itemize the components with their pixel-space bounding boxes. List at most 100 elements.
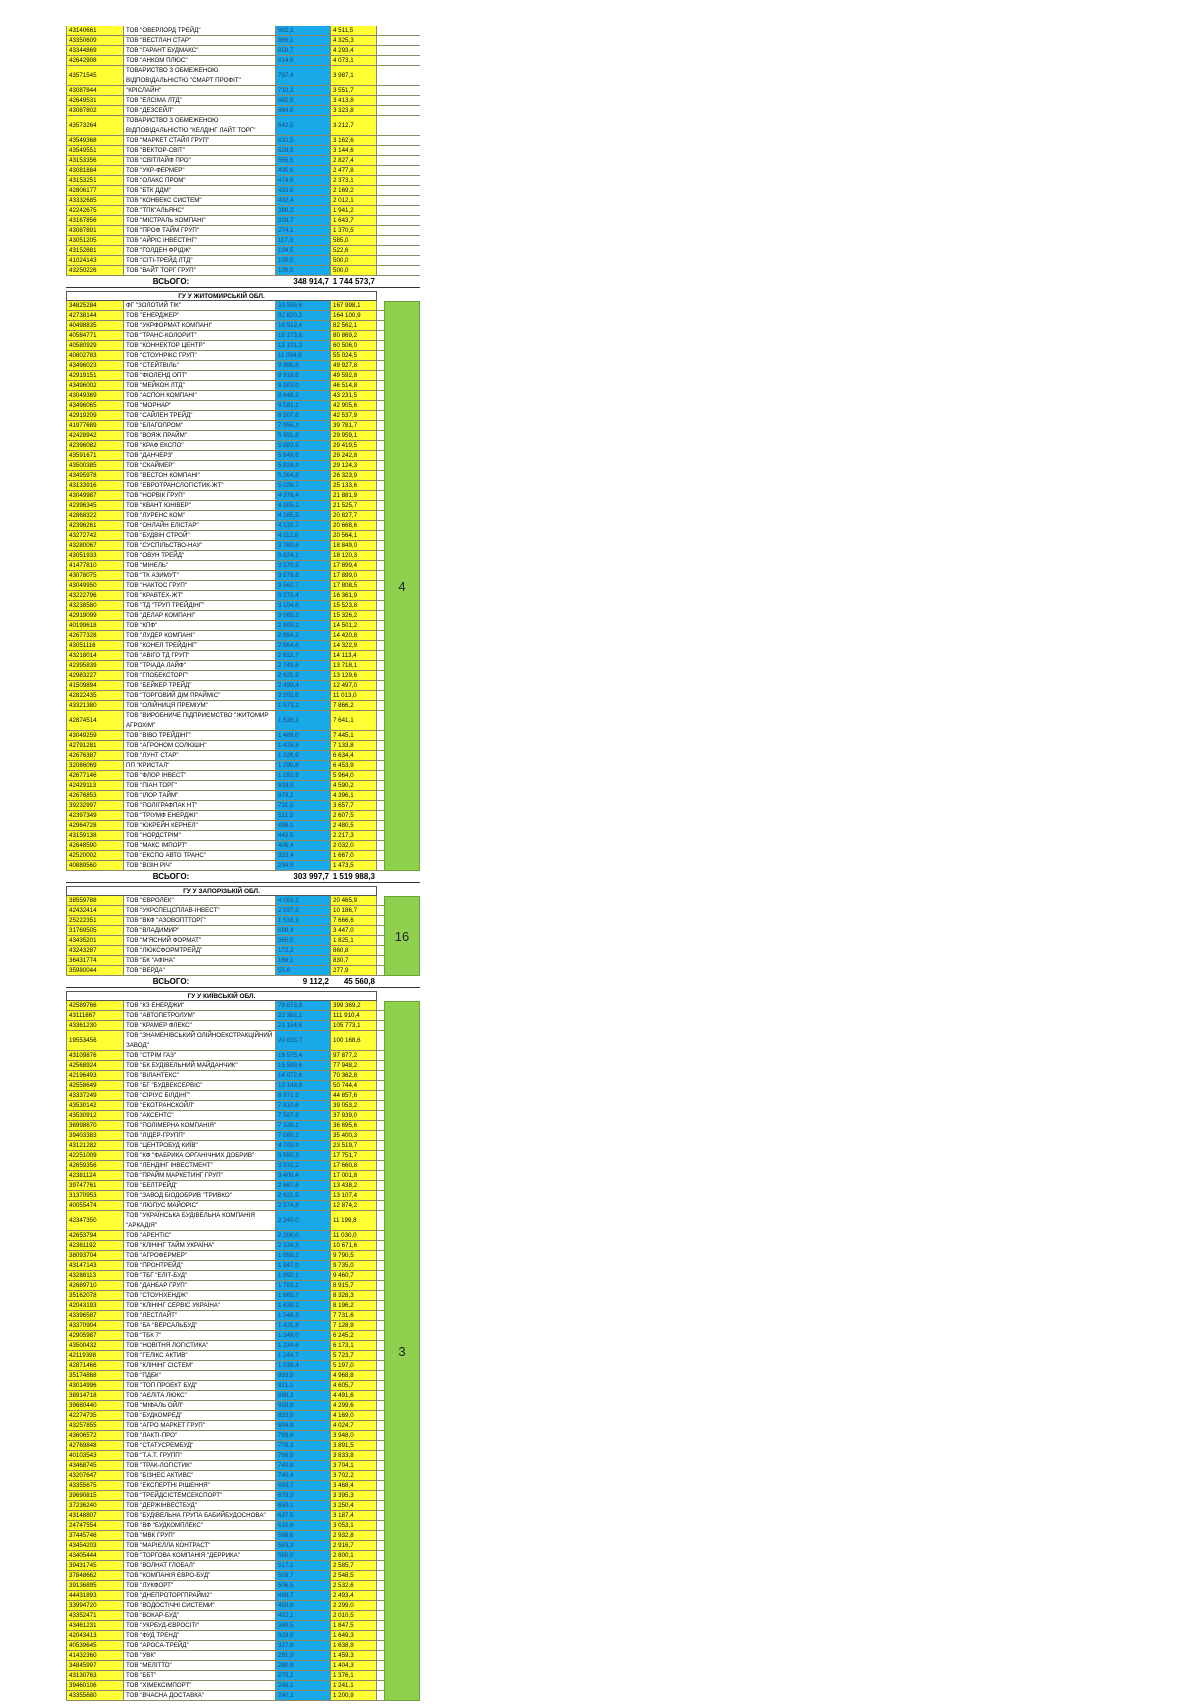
table-row: 43130763 ТОВ "ББТ" 275,2 1 376,1 — [66, 1671, 420, 1681]
amount-cell: 6 453,9 — [331, 761, 377, 770]
value-cell: 104,5 — [276, 246, 331, 255]
code-cell: 43344869 — [66, 46, 124, 55]
code-cell: 43549368 — [66, 136, 124, 145]
amount-cell: 20 564,1 — [331, 531, 377, 540]
amount-cell: 23 519,7 — [331, 1141, 377, 1150]
table-row: 42432414 ТОВ "УКРСПЕЦСПЛАВ-ІНВЕСТ" 2 037,3… — [66, 906, 420, 916]
table-row: 37848662 ТОВ "КОМПАНІЯ ЄВРО-БУД" 509,7 2 54… — [66, 1571, 420, 1581]
value-cell: 1 573,2 — [276, 701, 331, 710]
table-row: 43243287 ТОВ "ЛЮКСФОРМТРЕЙД" 172,2 860,8 — [66, 946, 420, 956]
code-cell: 43496002 — [66, 381, 124, 390]
value-cell: 693,7 — [276, 1481, 331, 1490]
code-cell: 42676853 — [66, 791, 124, 800]
table-row: 43049950 ТОВ "НАКТОС ГРУП" 3 561,7 17 808,5 — [66, 581, 420, 591]
table-row: 43337249 ТОВ "СІРІУС БІЛДІНГ" 8 971,5 44 85… — [66, 1091, 420, 1101]
table-row: 42791281 ТОВ "АГРОНОМ СОЛЮШН" 1 426,8 7 133… — [66, 741, 420, 751]
code-cell: 43153356 — [66, 156, 124, 165]
code-cell: 43396587 — [66, 1311, 124, 1320]
value-cell: 4 305,1 — [276, 501, 331, 510]
amount-cell: 37 939,0 — [331, 1111, 377, 1120]
amount-cell: 5 723,7 — [331, 1351, 377, 1360]
value-cell: 5 848,6 — [276, 451, 331, 460]
value-cell: 5 991,8 — [276, 431, 331, 440]
table-row: 42868322 ТОВ "ЛУРЕНС КОМ" 4 165,5 20 827,7 — [66, 511, 420, 521]
code-cell: 42653794 — [66, 1231, 124, 1240]
name-cell: ТОВ "АРЕНТІС" — [124, 1231, 276, 1240]
name-cell: ТОВ "ЛУДЕР КОМПАНІ" — [124, 631, 276, 640]
value-cell: 5 883,9 — [276, 441, 331, 450]
value-cell: 240,2 — [276, 1691, 331, 1700]
value-cell: 402,4 — [276, 196, 331, 205]
code-cell: 42589766 — [66, 1001, 124, 1010]
table-row: 43207647 ТОВ "БІЗНЕС АКТИВС" 740,4 3 702,2 — [66, 1471, 420, 1481]
name-cell: ТОВ "КОНВЕКС СИСТЕМ" — [124, 196, 276, 205]
code-cell: 43087802 — [66, 106, 124, 115]
total-amount: 45 560,8 — [343, 977, 375, 986]
code-cell: 42822435 — [66, 691, 124, 700]
name-cell: ТОВ "ПРОФ ТАЙМ ГРУП" — [124, 226, 276, 235]
name-cell: ТОВ "КЛІНІНГ СЕРВІС УКРАЇНА" — [124, 1301, 276, 1310]
name-cell: ТОВ "МОРНАР" — [124, 401, 276, 410]
table-row: 42119398 ТОВ "ГЕЛІКС АКТИВ" 1 144,7 5 723,7 — [66, 1351, 420, 1361]
amount-cell: 6 634,4 — [331, 751, 377, 760]
table-row: 35174868 ТОВ "ПДБК" 993,8 4 968,8 — [66, 1371, 420, 1381]
name-cell: ТОВ "ТК АЗИМУТ" — [124, 571, 276, 580]
name-cell: ТОВ "ХІМЕКСІМПОРТ" — [124, 1681, 276, 1690]
code-cell: 40199618 — [66, 621, 124, 630]
total-value: 303 997,7 — [293, 872, 329, 881]
name-cell: ТОВ "ДАНБАР ГРУП" — [124, 1281, 276, 1290]
name-cell: ТОВ "БТК ДДМ" — [124, 186, 276, 195]
name-cell: ТОВ "КОМПАНІЯ ЄВРО-БУД" — [124, 1571, 276, 1580]
code-cell: 39460106 — [66, 1681, 124, 1690]
amount-cell: 522,6 — [331, 246, 377, 255]
value-cell: 710,3 — [276, 86, 331, 95]
name-cell: ТОВ "ВЕСТОН КОМПАНІ" — [124, 471, 276, 480]
name-cell: ТОВ "СУСПІЛЬСТВО-НАУ" — [124, 541, 276, 550]
value-cell: 1 639,2 — [276, 1301, 331, 1310]
value-cell: 9 303,0 — [276, 381, 331, 390]
value-cell: 517,1 — [276, 1561, 331, 1570]
value-cell: 1 892,1 — [276, 1271, 331, 1280]
amount-cell: 1 200,9 — [331, 1691, 377, 1700]
value-cell: 294,9 — [276, 861, 331, 870]
amount-cell: 2 916,7 — [331, 1541, 377, 1550]
name-cell: ТОВ "ЗНАМЕНІВСЬКИЙ ОЛІЙНОЕКСТРАКЦІЙНИЙ З… — [124, 1031, 276, 1050]
value-cell: 1 489,0 — [276, 731, 331, 740]
code-cell: 42396345 — [66, 501, 124, 510]
amount-cell: 4 293,4 — [331, 46, 377, 55]
name-cell: ТОВ "БУДІВЕЛЬНА ГРУПА БАБИЙБУДОСНОВА" — [124, 1511, 276, 1520]
amount-cell: 4 073,1 — [331, 56, 377, 65]
value-cell: 333,4 — [276, 851, 331, 860]
value-cell: 291,9 — [276, 1651, 331, 1660]
value-cell: 3 579,8 — [276, 571, 331, 580]
name-cell: ТОВ "КЛІНІНГ СІСТЕМ" — [124, 1361, 276, 1370]
name-cell: ТОВ "ТРІУМФ ЕНЕРДЖІ" — [124, 811, 276, 820]
name-cell: ТОВ "ББТ" — [124, 1671, 276, 1680]
amount-cell: 2 800,1 — [331, 1551, 377, 1560]
code-cell: 42659356 — [66, 1161, 124, 1170]
code-cell: 35174868 — [66, 1371, 124, 1380]
amount-cell: 55 024,5 — [331, 351, 377, 360]
table-row: 43121282 ТОВ "ЦЕНТРОБУД КИЇВ" 4 703,9 23 51… — [66, 1141, 420, 1151]
name-cell: ТОВ "ДНЕПРОТОРГПРАЙМ2" — [124, 1591, 276, 1600]
amount-cell: 3 657,7 — [331, 801, 377, 810]
value-cell: 918,0 — [276, 781, 331, 790]
name-cell: ТОВ "ПРАЙМ МАРКЕТИНГ ГРУП" — [124, 1171, 276, 1180]
value-cell: 740,8 — [276, 1461, 331, 1470]
name-cell: ТОВ "КРАВТЕХ-ЖТ" — [124, 591, 276, 600]
amount-cell: 7 128,9 — [331, 1321, 377, 1330]
amount-cell: 44 857,6 — [331, 1091, 377, 1100]
value-cell: 921,1 — [276, 1381, 331, 1390]
code-cell: 43496065 — [66, 401, 124, 410]
name-cell: ТОВ "БЕЛТРЕЙД" — [124, 1181, 276, 1190]
table-row: 43051205 ТОВ "АЙРІС ІНВЕСТІНГ" 117,0 585,0 — [66, 236, 420, 246]
table-row: 43468745 ТОВ "ТРАК-ЛОГІСТИК" 740,8 3 704,1 — [66, 1461, 420, 1471]
table-row: 42919151 ТОВ "ФІОЛЕНД ОПТ" 9 918,6 49 592,8 — [66, 371, 420, 381]
section-badge: 4 — [384, 301, 420, 871]
amount-cell: 20 827,7 — [331, 511, 377, 520]
value-cell: 280,9 — [276, 1661, 331, 1670]
table-row: 43051933 ТОВ "ОВУН ТРЕЙД" 3 624,1 18 120,3 — [66, 551, 420, 561]
value-cell: 8 581,1 — [276, 401, 331, 410]
code-cell: 43121282 — [66, 1141, 124, 1150]
table-row: 42738144 ТОВ "ЕНЕРДЖЕР" 32 820,2 164 100,9 — [66, 311, 420, 321]
